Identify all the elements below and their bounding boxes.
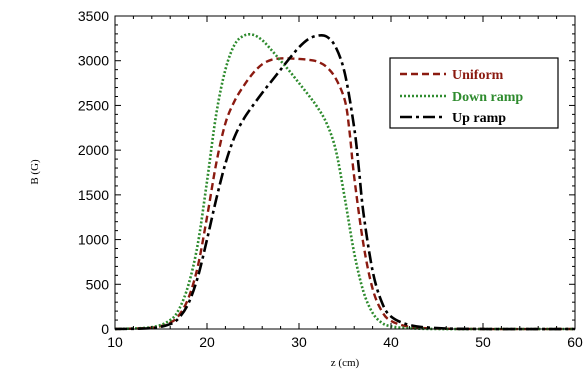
series-line-down-ramp bbox=[114, 33, 575, 331]
series-line-uniform bbox=[114, 57, 576, 331]
y-tick-label: 0 bbox=[101, 321, 109, 337]
series-lines bbox=[114, 33, 576, 331]
x-tick-label: 50 bbox=[475, 334, 491, 350]
y-tick-label: 2500 bbox=[78, 97, 109, 113]
y-tick-label: 500 bbox=[86, 276, 110, 292]
legend-label-up-ramp: Up ramp bbox=[452, 111, 506, 126]
x-tick-label: 60 bbox=[567, 334, 583, 350]
y-tick-label: 1500 bbox=[78, 187, 109, 203]
x-tick-label: 30 bbox=[291, 334, 307, 350]
y-tick-label: 3500 bbox=[78, 8, 109, 24]
x-tick-label: 20 bbox=[199, 334, 215, 350]
x-tick-label: 40 bbox=[383, 334, 399, 350]
legend-label-uniform: Uniform bbox=[452, 68, 504, 83]
y-axis-label: B (G) bbox=[29, 159, 41, 185]
y-tick-label: 2000 bbox=[78, 142, 109, 158]
axis-ticks: 10 20 30 40 50 60 0 500 1000 1500 2000 2500 3000 3500 bbox=[78, 8, 583, 350]
plot-frame bbox=[114, 15, 576, 330]
y-tick-label: 3000 bbox=[78, 53, 109, 69]
series-line-up-ramp bbox=[114, 33, 576, 331]
x-tick-label: 10 bbox=[107, 334, 123, 350]
y-tick-label: 1000 bbox=[78, 232, 109, 248]
x-axis-label: z (cm) bbox=[331, 357, 360, 369]
legend: Uniform Down ramp Up ramp bbox=[389, 57, 559, 129]
legend-label-down-ramp: Down ramp bbox=[452, 90, 523, 105]
